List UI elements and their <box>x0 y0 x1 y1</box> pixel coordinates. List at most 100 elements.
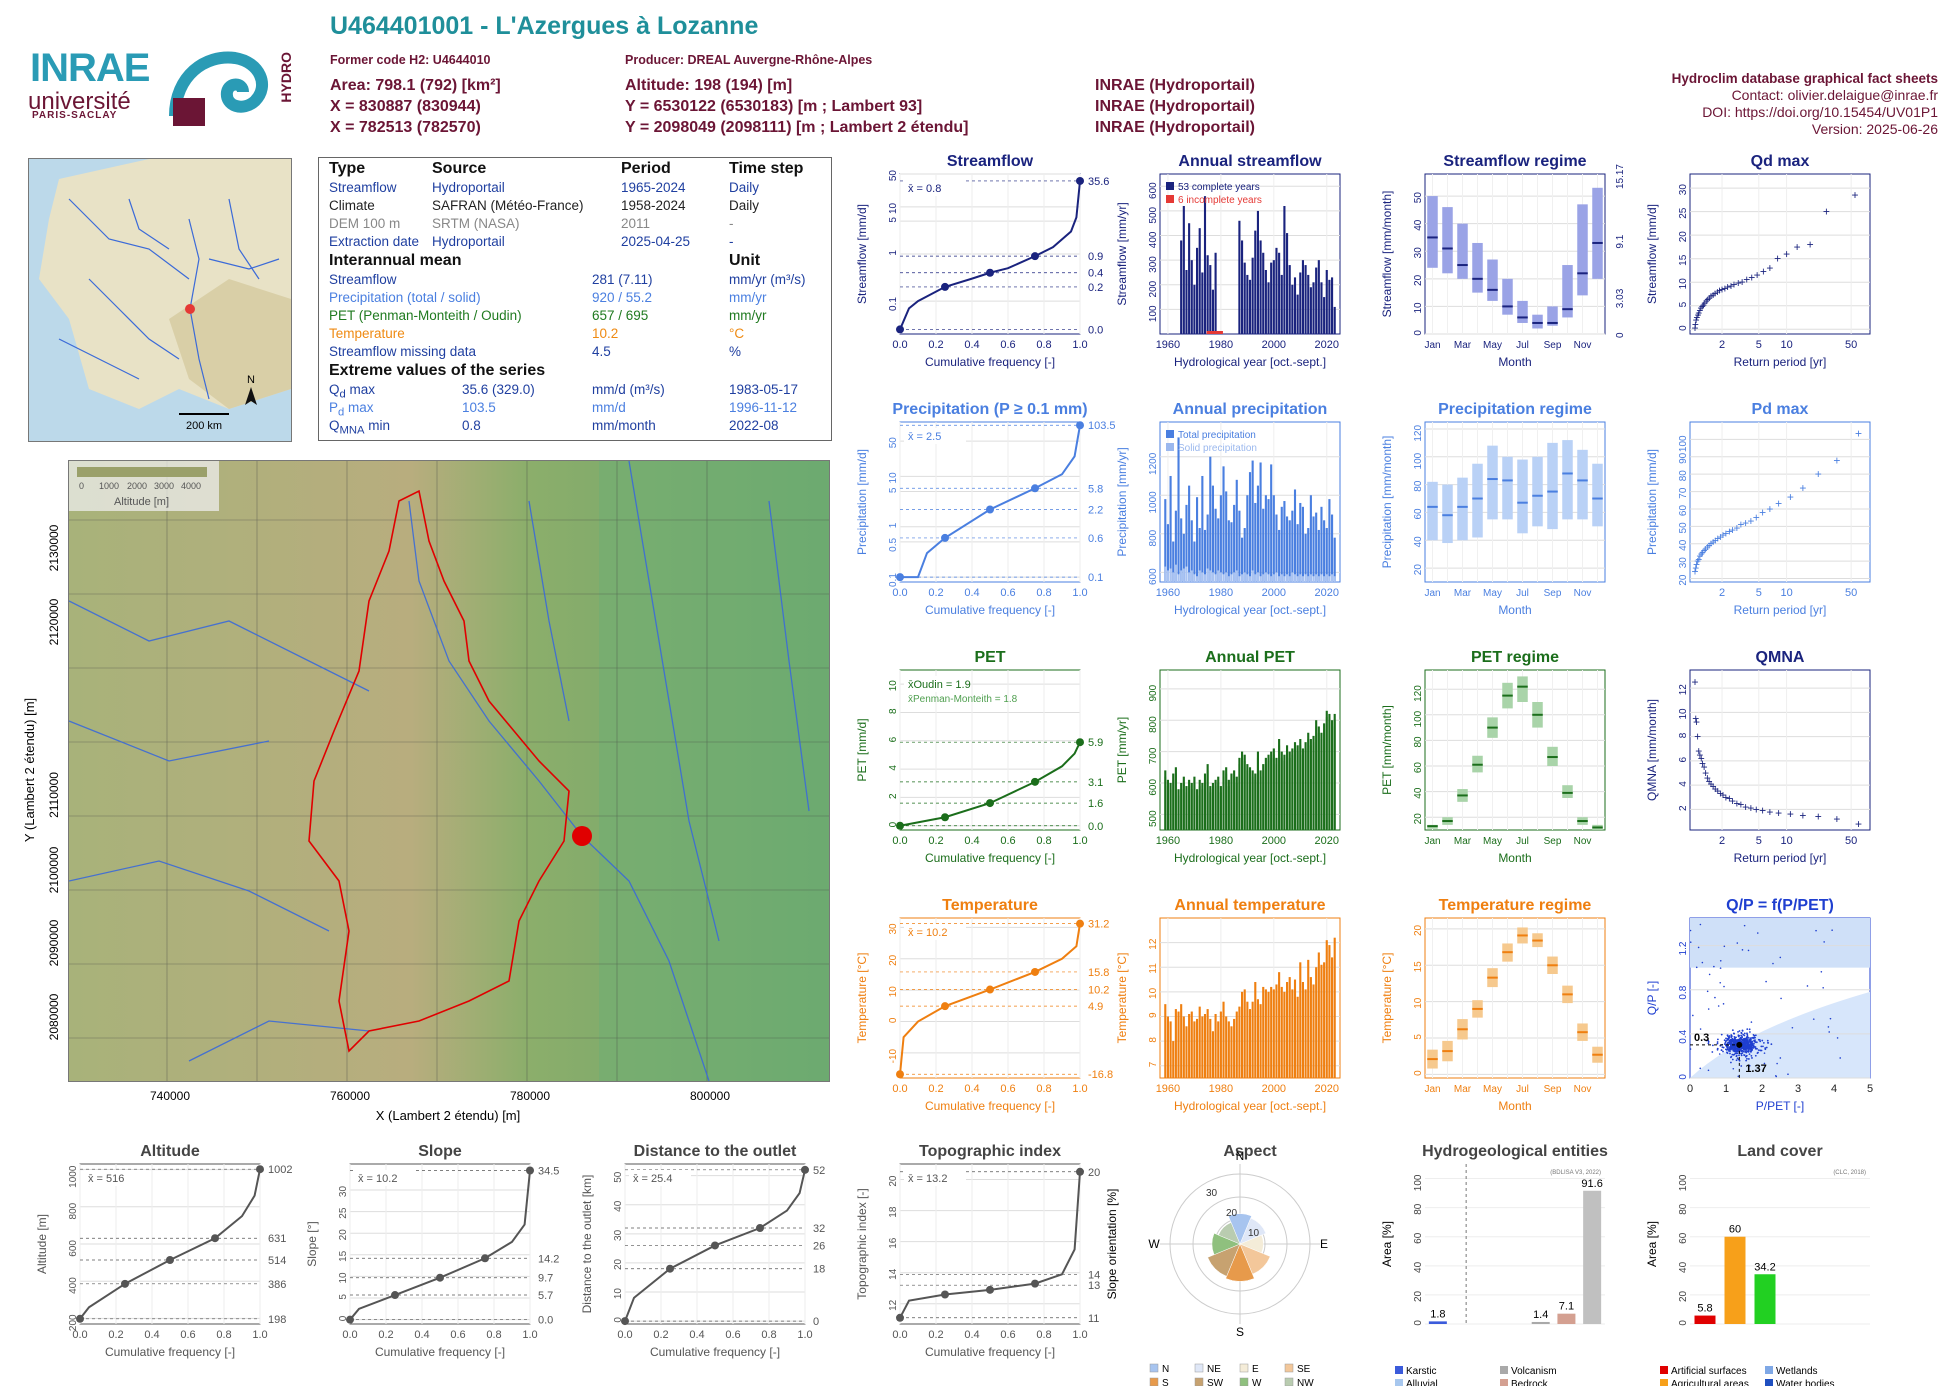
y-tick-label: 900 <box>1148 684 1159 701</box>
legend-label: Artificial surfaces <box>1671 1366 1747 1377</box>
data-point <box>1754 1034 1757 1037</box>
bar <box>1286 982 1289 1078</box>
legend-swatch <box>1765 1366 1773 1374</box>
y-tick-label: 2 <box>888 793 899 799</box>
legend-label: N <box>1162 1364 1169 1375</box>
contact[interactable]: Contact: olivier.delaigue@inrae.fr <box>1731 87 1938 103</box>
data-point <box>1723 1043 1726 1045</box>
quantile-label: 10.2 <box>1088 985 1109 997</box>
bar <box>1275 757 1278 830</box>
data-point: + <box>1697 301 1704 315</box>
bar <box>1280 274 1283 334</box>
x-tick-label: 0.2 <box>928 835 943 847</box>
y-tick-label: 600 <box>1148 568 1159 585</box>
data-point <box>1775 1075 1777 1077</box>
bar <box>1246 274 1249 334</box>
y-axis-label: Area [%] <box>1380 1221 1394 1267</box>
bar-solid <box>1301 576 1304 582</box>
mean-label: PET (Penman-Monteith / Oudin) <box>329 308 522 323</box>
mean-unit: mm/yr (m³/s) <box>729 272 806 287</box>
data-point <box>1735 1045 1737 1048</box>
data-point <box>1748 1039 1751 1042</box>
bar <box>1248 472 1252 582</box>
bar <box>1177 789 1180 830</box>
chart-title: Altitude <box>140 1143 200 1160</box>
quantile-label: 3.1 <box>1088 777 1103 789</box>
data-point <box>1776 1062 1778 1065</box>
x-tick-label: Nov <box>1574 1084 1592 1095</box>
quantile-point <box>896 325 904 334</box>
chart-title: Streamflow <box>947 153 1034 170</box>
y-tick-label: 0 <box>888 1017 899 1023</box>
bar-value-label: 7.1 <box>1559 1301 1574 1313</box>
data-point <box>1748 1028 1751 1031</box>
river-line <box>88 278 180 360</box>
bar <box>1286 233 1289 334</box>
bar-value-label: 1.8 <box>1430 1308 1445 1320</box>
universite-logo: université <box>28 88 131 115</box>
box <box>1487 259 1498 301</box>
bar <box>1233 770 1236 830</box>
legend-swatch <box>1166 443 1174 451</box>
bar <box>1296 524 1299 582</box>
row-timestep: - <box>729 216 734 231</box>
data-point <box>1716 1038 1719 1041</box>
data-point <box>1765 1046 1768 1049</box>
y-axis-label: PET [mm/yr] <box>1115 717 1129 783</box>
data-point <box>1747 949 1750 952</box>
scale-label: 200 km <box>186 420 222 432</box>
chart-title: Temperature regime <box>1439 897 1592 914</box>
legend-swatch <box>1284 1363 1294 1373</box>
plot-area <box>1689 421 1871 583</box>
bar <box>1214 508 1217 582</box>
quantile-point <box>76 1314 84 1323</box>
x-tick-label: May <box>1483 340 1502 351</box>
bar <box>1293 979 1297 1078</box>
bar <box>1190 520 1193 582</box>
quantile-point <box>941 533 949 542</box>
bar <box>1272 748 1275 830</box>
data-point <box>1708 973 1711 976</box>
data-point <box>1748 1053 1751 1056</box>
x-tick-label: 1960 <box>1156 835 1180 847</box>
x-tick-label: 0.4 <box>964 587 979 599</box>
chart-title: Annual temperature <box>1174 897 1325 914</box>
bar-solid <box>1222 574 1225 582</box>
x-tick-label: 0.4 <box>964 1083 979 1095</box>
bar <box>1235 776 1238 830</box>
quantile-point <box>1031 252 1039 261</box>
box <box>1547 306 1558 326</box>
y-axis-label: Streamflow [mm/d] <box>855 204 869 304</box>
chart-title: Distance to the outlet <box>634 1143 797 1160</box>
row-type: Streamflow <box>329 180 397 195</box>
bar <box>1331 514 1334 582</box>
data-point <box>1732 1042 1735 1045</box>
data-point <box>1692 1014 1694 1017</box>
data-point: + <box>1747 514 1754 528</box>
hydro-label: HYDRO <box>278 52 294 103</box>
bar <box>1203 1014 1207 1078</box>
data-point <box>1728 1035 1731 1037</box>
ring-label: 30 <box>1206 1188 1218 1199</box>
bar <box>1241 751 1244 830</box>
y-tick-label: 10 <box>888 202 899 214</box>
box <box>1547 442 1558 530</box>
data-point <box>1730 1056 1732 1059</box>
bar <box>1254 982 1257 1078</box>
doi-link[interactable]: DOI: https://doi.org/10.15454/UV01P1 <box>1702 104 1938 120</box>
bar <box>1333 937 1336 1078</box>
extreme-title: Extreme values of the series <box>329 362 546 379</box>
bar <box>1201 475 1204 582</box>
bar-solid <box>1264 572 1267 582</box>
bar <box>1206 514 1209 582</box>
box <box>1517 300 1528 323</box>
bar-solid <box>1293 574 1297 582</box>
data-point <box>1726 1039 1728 1042</box>
y-tick-label: 10 <box>1413 997 1424 1009</box>
chart-title: PET <box>974 649 1005 666</box>
x-tick-label: 0.2 <box>653 1329 668 1341</box>
x-tick-label: 1.0 <box>1072 587 1087 599</box>
quantile-label: 5.8 <box>1088 483 1103 495</box>
mean-label: x̄Oudin = 1.9 <box>908 679 971 691</box>
data-point <box>1726 1034 1729 1037</box>
